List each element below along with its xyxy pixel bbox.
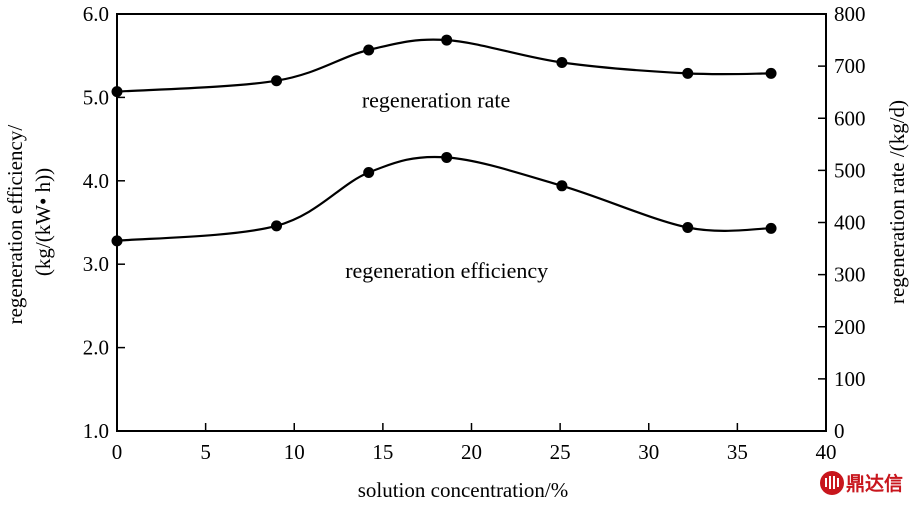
y-right-axis-title: regeneration rate /(kg/d)	[885, 100, 909, 304]
series-layer	[111, 34, 777, 247]
data-point-regeneration-rate	[271, 75, 283, 87]
y-right-tick-label: 600	[834, 106, 866, 130]
data-point-regeneration-efficiency	[441, 151, 453, 163]
x-tick-label: 25	[550, 440, 571, 464]
y-left-axis-title-line-1: regeneration efficiency/	[3, 125, 27, 325]
data-point-regeneration-efficiency	[765, 222, 777, 234]
y-right-tick-label: 100	[834, 367, 866, 391]
series-line-regeneration-rate	[116, 38, 772, 93]
y-left-axis-title: regeneration efficiency/ (kg/(kW• h))	[3, 120, 55, 325]
watermark-text: 鼎达信	[846, 472, 903, 495]
data-point-regeneration-efficiency	[271, 220, 283, 232]
data-point-regeneration-efficiency	[111, 235, 123, 247]
x-tick-label: 10	[284, 440, 305, 464]
series-label-regeneration-efficiency: regeneration efficiency	[345, 258, 548, 283]
data-point-regeneration-efficiency	[363, 166, 375, 178]
y-right-tick-label: 800	[834, 2, 866, 26]
watermark: 鼎达信	[820, 471, 903, 495]
data-point-regeneration-efficiency	[682, 222, 694, 234]
x-tick-label: 5	[200, 440, 211, 464]
x-axis-title: solution concentration/%	[358, 478, 569, 502]
y-left-tick-label: 1.0	[83, 419, 109, 443]
x-tick-label: 40	[816, 440, 837, 464]
y-right-tick-label: 0	[834, 419, 845, 443]
data-point-regeneration-rate	[556, 56, 568, 68]
series-line-regeneration-efficiency	[116, 155, 772, 242]
y-right-tick-label: 400	[834, 211, 866, 235]
plot-frame	[116, 13, 827, 432]
y-left-axis-title-line-2: (kg/(kW• h))	[31, 168, 55, 276]
y-right-tick-label: 700	[834, 54, 866, 78]
x-tick-label: 20	[461, 440, 482, 464]
y-left-tick-label: 5.0	[83, 85, 109, 109]
y-right-tick-label: 300	[834, 263, 866, 287]
logo-mark-icon	[820, 471, 844, 495]
data-point-regeneration-rate	[363, 44, 375, 56]
series-label-regeneration-rate: regeneration rate	[362, 88, 510, 113]
axes-frame	[116, 13, 827, 432]
tick-labels: 0 5 10 15 20 25 30 35 40 1.0 2.0 3.0 4.0 5.0 6.0 0 100 20…	[83, 2, 866, 464]
y-right-tick-label: 500	[834, 158, 866, 182]
y-left-tick-label: 3.0	[83, 252, 109, 276]
tick-marks	[116, 13, 827, 432]
data-point-regeneration-efficiency	[556, 180, 568, 192]
x-tick-label: 0	[112, 440, 123, 464]
x-tick-label: 35	[727, 440, 748, 464]
x-tick-label: 30	[638, 440, 659, 464]
data-point-regeneration-rate	[111, 86, 123, 98]
data-point-regeneration-rate	[441, 34, 453, 46]
y-right-tick-label: 200	[834, 315, 866, 339]
y-left-tick-label: 6.0	[83, 2, 109, 26]
annotations: regeneration rate regeneration efficiency	[345, 88, 548, 284]
x-tick-label: 15	[372, 440, 393, 464]
data-point-regeneration-rate	[765, 67, 777, 79]
y-left-tick-label: 4.0	[83, 169, 109, 193]
data-point-regeneration-rate	[682, 67, 694, 79]
y-left-tick-label: 2.0	[83, 336, 109, 360]
